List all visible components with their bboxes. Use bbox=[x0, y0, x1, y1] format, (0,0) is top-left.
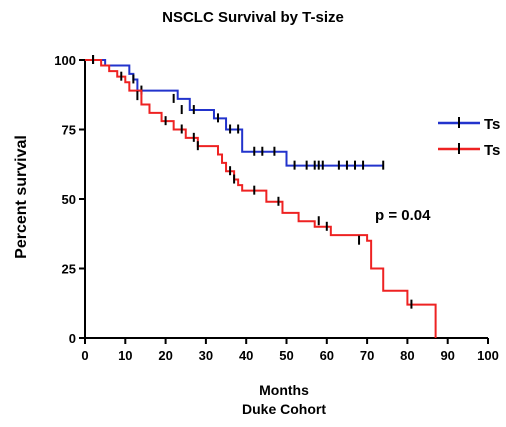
y-tick-label: 50 bbox=[62, 192, 76, 207]
x-tick-label: 70 bbox=[360, 348, 374, 363]
x-tick-label: 0 bbox=[81, 348, 88, 363]
x-tick-label: 90 bbox=[440, 348, 454, 363]
chart-title: NSCLC Survival by T-size bbox=[162, 9, 344, 26]
series-layer bbox=[85, 55, 437, 338]
x-tick-label: 30 bbox=[199, 348, 213, 363]
x-tick-label: 100 bbox=[477, 348, 499, 363]
x-tick-label: 10 bbox=[118, 348, 132, 363]
survival-curve-2 bbox=[85, 59, 437, 338]
y-tick-label: 0 bbox=[69, 331, 76, 346]
y-tick-label: 100 bbox=[54, 53, 76, 68]
survival-curve-1 bbox=[85, 59, 384, 167]
axes: 0 25 50 75 100 0 10 20 30 40 50 60 70 80 90 100 bbox=[54, 53, 499, 363]
legend: Ts Ts bbox=[438, 116, 500, 159]
series-1 bbox=[85, 55, 385, 170]
y-tick-label: 75 bbox=[62, 123, 76, 138]
legend-label-1: Ts bbox=[484, 116, 500, 133]
x-tick-label: 20 bbox=[158, 348, 172, 363]
legend-label-2: Ts bbox=[484, 142, 500, 159]
y-axis-label: Percent survival bbox=[13, 135, 30, 259]
series-2 bbox=[85, 55, 437, 338]
p-value-annotation: p = 0.04 bbox=[375, 207, 431, 224]
x-axis-label: Months bbox=[259, 382, 309, 398]
x-tick-label: 40 bbox=[239, 348, 253, 363]
x-axis-subcaption: Duke Cohort bbox=[242, 401, 326, 417]
x-tick-label: 80 bbox=[400, 348, 414, 363]
x-tick-label: 60 bbox=[320, 348, 334, 363]
x-tick-label: 50 bbox=[279, 348, 293, 363]
y-tick-label: 25 bbox=[62, 262, 76, 277]
